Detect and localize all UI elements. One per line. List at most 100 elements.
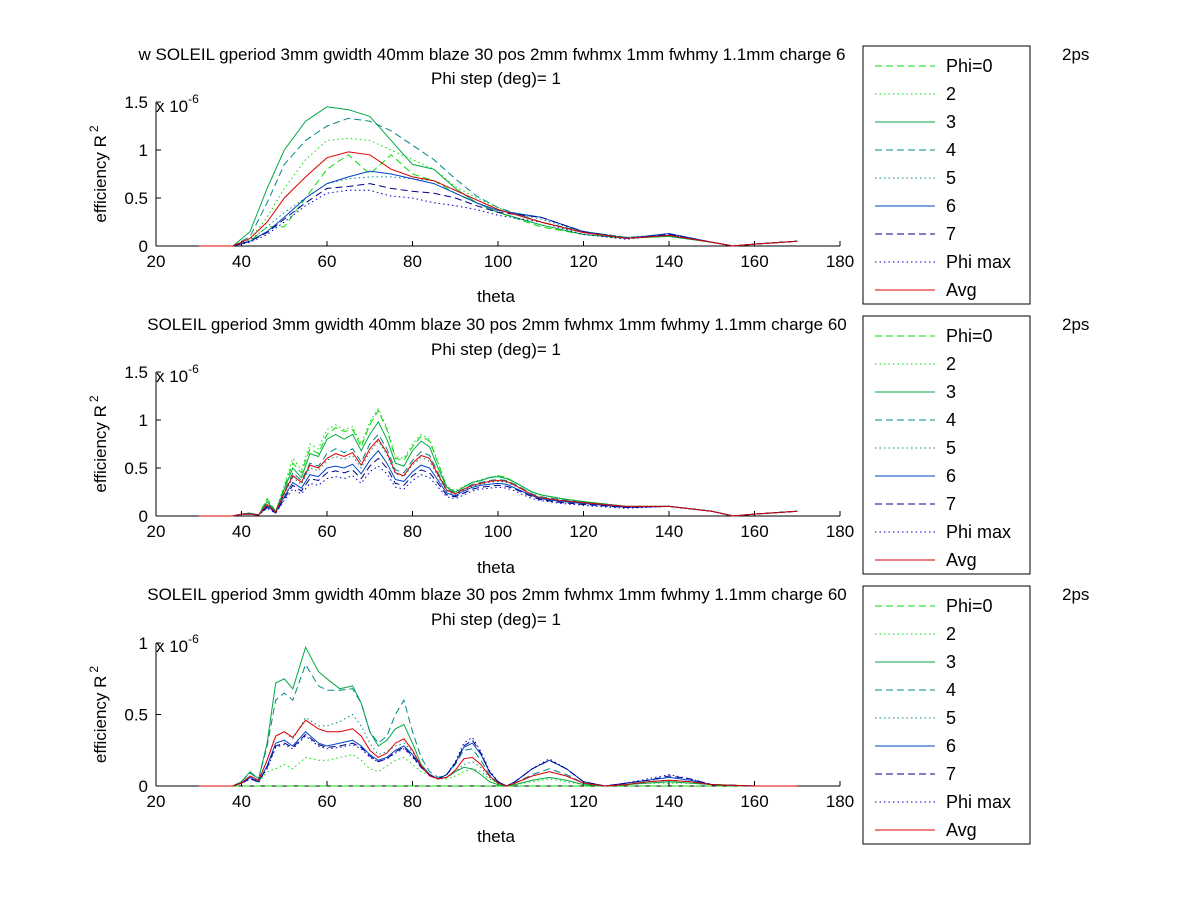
series-line-phi-max [198,465,798,517]
y-tick-label: 1.5 [124,93,148,112]
y-tick-label: 0.5 [124,189,148,208]
y-multiplier-base: x 10 [156,367,188,386]
x-tick-label: 100 [484,252,512,271]
x-axis-label: theta [477,287,515,306]
y-axis-label: efficiency R 2 [87,666,110,764]
chart-panel-3: 20 40 60 80 100 120 140 160 180 0 0.5 1 x 10-6 SOLEIL… [87,585,1089,846]
y-tick-label: 0.5 [124,706,148,725]
x-tick-label: 20 [147,792,166,811]
legend-label: 4 [946,410,956,430]
series-line-3 [198,645,798,787]
legend-label: Phi max [946,252,1011,272]
series-line-6 [198,170,798,247]
series-line-2 [198,137,798,247]
legend-label: 7 [946,224,956,244]
x-tick-label: 80 [403,792,422,811]
legend-label: 5 [946,168,956,188]
x-tick-label: 140 [655,522,683,541]
legend-label: Phi=0 [946,56,993,76]
x-tick-label: 40 [232,792,251,811]
x-tick-label: 100 [484,522,512,541]
x-tick-label: 140 [655,792,683,811]
x-tick-label: 120 [569,792,597,811]
x-tick-label: 160 [740,792,768,811]
legend-label: 3 [946,382,956,402]
y-axis-label-superscript: 2 [87,666,101,673]
series-line-3 [198,420,798,517]
y-multiplier: x 10-6 [156,632,199,656]
legend-label: 4 [946,140,956,160]
x-tick-label: 80 [403,522,422,541]
chart-panel-1: 20 40 60 80 100 120 140 160 180 0 0.5 1 1.5 x 10-6 w S… [87,45,1089,306]
series-line-avg [198,151,798,247]
legend-box [862,585,1031,845]
series-line-phi-0 [198,154,798,247]
x-tick-label: 20 [147,522,166,541]
y-axis-label: efficiency R 2 [87,125,110,223]
x-tick-label: 80 [403,252,422,271]
y-tick-label: 1 [139,141,148,160]
x-tick-label: 60 [318,252,337,271]
x-tick-label: 60 [318,522,337,541]
legend-label: Phi max [946,792,1011,812]
chart-title-tail: 2ps [1062,45,1089,64]
series-line-2 [198,407,798,517]
y-axis-label-superscript: 2 [87,395,101,402]
y-multiplier-exponent: -6 [188,362,199,376]
legend-label: 6 [946,736,956,756]
series-line-4 [198,663,798,787]
x-axis-label: theta [477,827,515,846]
series-line-7 [198,733,798,787]
legend-label: Avg [946,820,977,840]
y-tick-label: 0 [139,507,148,526]
legend-label: 3 [946,112,956,132]
series-line-5 [198,440,798,517]
series-line-7 [198,183,798,247]
x-tick-label: 180 [826,522,854,541]
y-axis-label-superscript: 2 [87,125,101,132]
chart-title-tail: 2ps [1062,585,1089,604]
series-line-4 [198,433,798,517]
chart-subtitle: Phi step (deg)= 1 [431,340,561,359]
series-line-5 [198,176,798,247]
y-multiplier-exponent: -6 [188,92,199,106]
x-tick-label: 180 [826,252,854,271]
legend-label: 5 [946,708,956,728]
legend-label: 2 [946,84,956,104]
series-line-avg [198,719,798,787]
x-tick-label: 20 [147,252,166,271]
y-multiplier-exponent: -6 [188,632,199,646]
y-tick-label: 1 [139,634,148,653]
legend-label: Phi=0 [946,326,993,346]
series-line-phi-0 [198,409,798,517]
series-line-4 [198,117,798,247]
series-line-7 [198,457,798,517]
x-tick-label: 160 [740,522,768,541]
x-tick-label: 60 [318,792,337,811]
legend-label: 2 [946,354,956,374]
legend-box [862,315,1031,575]
series-line-phi-max [198,189,798,247]
legend-label: 4 [946,680,956,700]
legend: Phi=0 2 3 4 5 6 7 Phi max Avg [862,585,1031,845]
series-line-5 [198,713,798,787]
series-line-6 [198,449,798,517]
legend-label: 7 [946,764,956,784]
y-tick-label: 0.5 [124,459,148,478]
x-tick-label: 100 [484,792,512,811]
chart-panel-2: 20 40 60 80 100 120 140 160 180 0 0.5 1 1.5 x 10-6 SOL… [87,315,1089,577]
legend-label: 3 [946,652,956,672]
y-tick-label: 1 [139,411,148,430]
x-tick-label: 40 [232,522,251,541]
series-line-3 [198,106,798,247]
y-axis-label: efficiency R 2 [87,395,110,493]
y-multiplier: x 10-6 [156,92,199,116]
y-multiplier: x 10-6 [156,362,199,386]
y-tick-label: 0 [139,777,148,796]
legend-label: 6 [946,196,956,216]
chart-subtitle: Phi step (deg)= 1 [431,610,561,629]
x-tick-label: 180 [826,792,854,811]
legend-label: Phi max [946,522,1011,542]
chart-subtitle: Phi step (deg)= 1 [431,69,561,88]
